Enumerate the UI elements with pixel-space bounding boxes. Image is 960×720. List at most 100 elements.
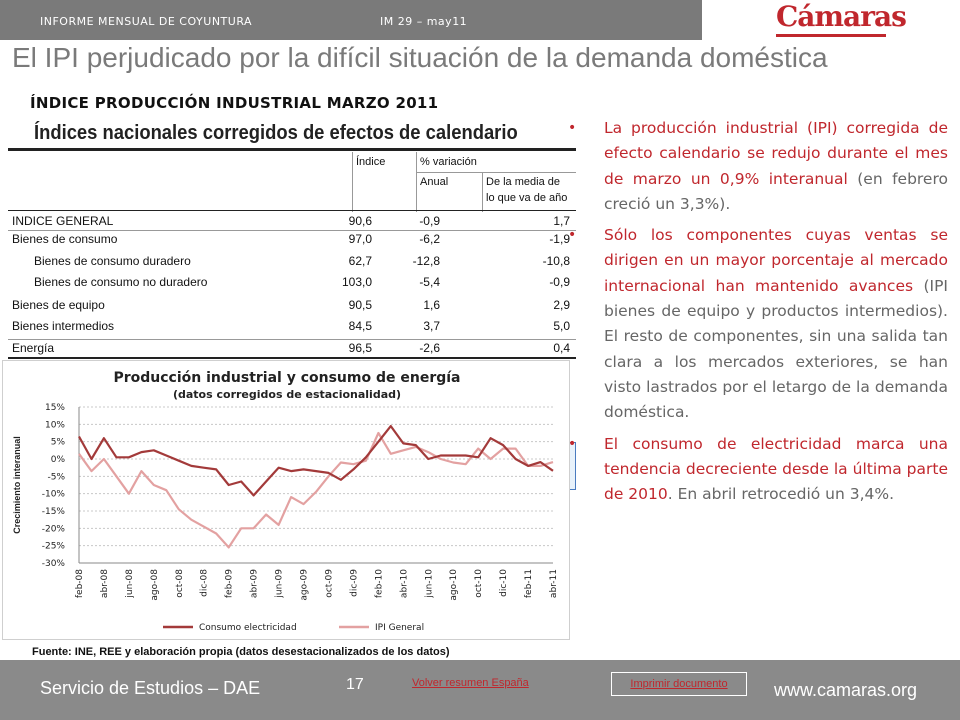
x-tick-label: jun-08: [125, 569, 135, 599]
row-annual: -12,8: [412, 254, 440, 268]
y-tick-label: 0%: [51, 455, 66, 465]
row-annual: -2,6: [419, 341, 440, 355]
table-row: Energía 96,5 -2,6 0,4: [8, 339, 576, 357]
row-annual: -6,2: [419, 232, 440, 246]
row-label: Bienes de equipo: [12, 298, 105, 312]
row-label: Bienes de consumo no duradero: [34, 275, 208, 289]
row-label: INDICE GENERAL: [12, 214, 114, 228]
footer-band: [0, 660, 960, 720]
row-avg: -10,8: [542, 254, 570, 268]
table-header-rule: [8, 210, 576, 211]
table-row-rule: [8, 230, 576, 231]
bullet-dot: •: [568, 120, 577, 136]
y-axis-label: Crecimiento interanual: [12, 436, 22, 534]
bullet-detail: (IPI bienes de equipo y productos interm…: [604, 276, 948, 422]
y-tick-label: -30%: [42, 559, 66, 569]
table-row: INDICE GENERAL 90,6 -0,9 1,7: [8, 212, 576, 230]
x-tick-label: jun-09: [275, 569, 285, 599]
x-tick-label: dic-10: [499, 569, 509, 597]
table-row: Bienes de consumo duradero 62,7 -12,8 -1…: [8, 252, 576, 270]
camaras-logo: Cámaras: [776, 0, 907, 33]
line-chart: Producción industrial y consumo de energ…: [12, 370, 559, 633]
bullet-dot: •: [568, 227, 577, 244]
y-tick-label: 5%: [51, 438, 66, 448]
back-to-summary-link[interactable]: Volver resumen España: [412, 677, 529, 689]
x-tick-label: feb-11: [524, 569, 534, 598]
row-index: 62,7: [348, 254, 372, 268]
x-tick-label: dic-08: [200, 569, 210, 597]
x-tick-label: abr-09: [250, 569, 260, 598]
table-divider: [352, 152, 353, 212]
legend-label: IPI General: [375, 623, 424, 633]
x-tick-label: oct-10: [474, 569, 484, 598]
row-label: Bienes intermedios: [12, 319, 115, 333]
table-row-rule: [8, 339, 576, 340]
y-tick-label: 15%: [45, 403, 65, 413]
row-index: 97,0: [348, 232, 372, 246]
row-index: 90,5: [348, 298, 372, 312]
print-document-button[interactable]: Imprimir documento: [611, 672, 747, 696]
bullet-list: • La producción industrial (IPI) corregi…: [566, 116, 948, 513]
row-avg: 0,4: [553, 341, 570, 355]
footer-url: www.camaras.org: [774, 680, 918, 700]
source-note: Fuente: INE, REE y elaboración propia (d…: [32, 646, 450, 658]
bullet-highlight: La producción industrial (IPI) corregida…: [604, 119, 948, 188]
series-line-electricidad: [78, 424, 554, 497]
table-divider: [482, 172, 483, 212]
row-label: Bienes de consumo: [12, 232, 118, 246]
table-divider: [416, 152, 417, 212]
row-index: 103,0: [341, 275, 372, 289]
header-band: [0, 0, 702, 40]
bullet-dot: •: [568, 435, 577, 452]
x-tick-label: ago-08: [150, 569, 160, 601]
bullet-highlight: El consumo de electricidad marca una ten…: [604, 434, 948, 504]
x-tick-label: abr-10: [399, 569, 409, 598]
report-name: INFORME MENSUAL DE COYUNTURA: [40, 15, 253, 28]
x-tick-label: feb-08: [75, 569, 85, 598]
row-avg: -0,9: [549, 275, 570, 289]
x-tick-label: abr-11: [549, 569, 559, 598]
y-tick-label: -25%: [42, 542, 66, 552]
bullet-components: • Sólo los componentes cuyas ventas se d…: [566, 223, 948, 425]
x-tick-label: feb-10: [374, 569, 384, 598]
page-title: El IPI perjudicado por la difícil situac…: [12, 42, 828, 73]
logo-area: [702, 0, 960, 40]
page-number: 17: [346, 676, 364, 693]
y-tick-label: 10%: [45, 420, 65, 430]
col-header-annual: Anual: [420, 176, 449, 188]
bullet-detail: (en febrero creció un 3,3%).: [604, 169, 948, 213]
section-title: ÍNDICE PRODUCCIÓN INDUSTRIAL MARZO 2011: [30, 94, 439, 112]
x-tick-label: oct-09: [324, 569, 334, 598]
table-subrule: [416, 172, 576, 173]
table-row: Bienes de consumo 97,0 -6,2 -1,9: [8, 230, 576, 248]
row-index: 96,5: [348, 341, 372, 355]
table-row: Bienes de equipo 90,5 1,6 2,9: [8, 296, 576, 314]
chart-title: Producción industrial y consumo de energ…: [113, 370, 460, 386]
row-annual: 1,6: [423, 298, 440, 312]
legend-label: Consumo electricidad: [199, 623, 297, 633]
row-avg: 5,0: [553, 319, 570, 333]
bullet-ipi: • La producción industrial (IPI) corregi…: [566, 116, 948, 217]
row-avg: -1,9: [549, 232, 570, 246]
x-tick-label: oct-08: [175, 569, 185, 598]
table-bottom-rule: [8, 357, 576, 359]
y-tick-label: -5%: [47, 472, 65, 482]
row-avg: 2,9: [553, 298, 570, 312]
table-row: Bienes de consumo no duradero 103,0 -5,4…: [8, 273, 576, 291]
x-tick-label: feb-09: [225, 569, 235, 598]
footer-service: Servicio de Estudios – DAE: [40, 678, 261, 698]
row-label: Bienes de consumo duradero: [34, 254, 191, 268]
col-header-avg-2: lo que va de año: [486, 192, 568, 204]
col-header-index: Índice: [356, 156, 386, 168]
bullet-highlight: Sólo los componentes cuyas ventas se dir…: [604, 226, 948, 295]
row-index: 90,6: [348, 214, 372, 228]
y-tick-label: -15%: [42, 507, 66, 517]
x-tick-label: jun-10: [424, 569, 434, 599]
col-header-avg-1: De la media de: [486, 176, 560, 188]
x-tick-label: ago-10: [449, 569, 459, 601]
series-line-ipi: [78, 431, 554, 549]
y-tick-label: -20%: [42, 524, 66, 534]
row-label: Energía: [12, 341, 55, 355]
chart-panel: Producción industrial y consumo de energ…: [2, 360, 570, 640]
table-row: Bienes intermedios 84,5 3,7 5,0: [8, 317, 576, 335]
